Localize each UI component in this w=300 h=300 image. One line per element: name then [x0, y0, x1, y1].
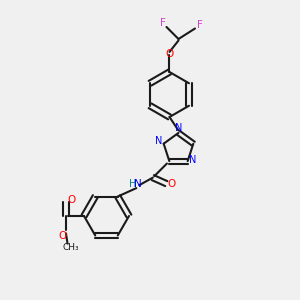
- Text: F: F: [197, 20, 203, 30]
- Text: CH₃: CH₃: [62, 243, 79, 252]
- Text: N: N: [175, 123, 182, 133]
- Text: O: O: [165, 49, 174, 59]
- Text: O: O: [67, 195, 76, 205]
- Text: O: O: [168, 178, 176, 189]
- Text: N: N: [154, 136, 162, 146]
- Text: F: F: [160, 18, 166, 28]
- Text: O: O: [59, 231, 67, 241]
- Text: H: H: [129, 179, 136, 189]
- Text: N: N: [134, 179, 142, 189]
- Text: N: N: [189, 154, 197, 165]
